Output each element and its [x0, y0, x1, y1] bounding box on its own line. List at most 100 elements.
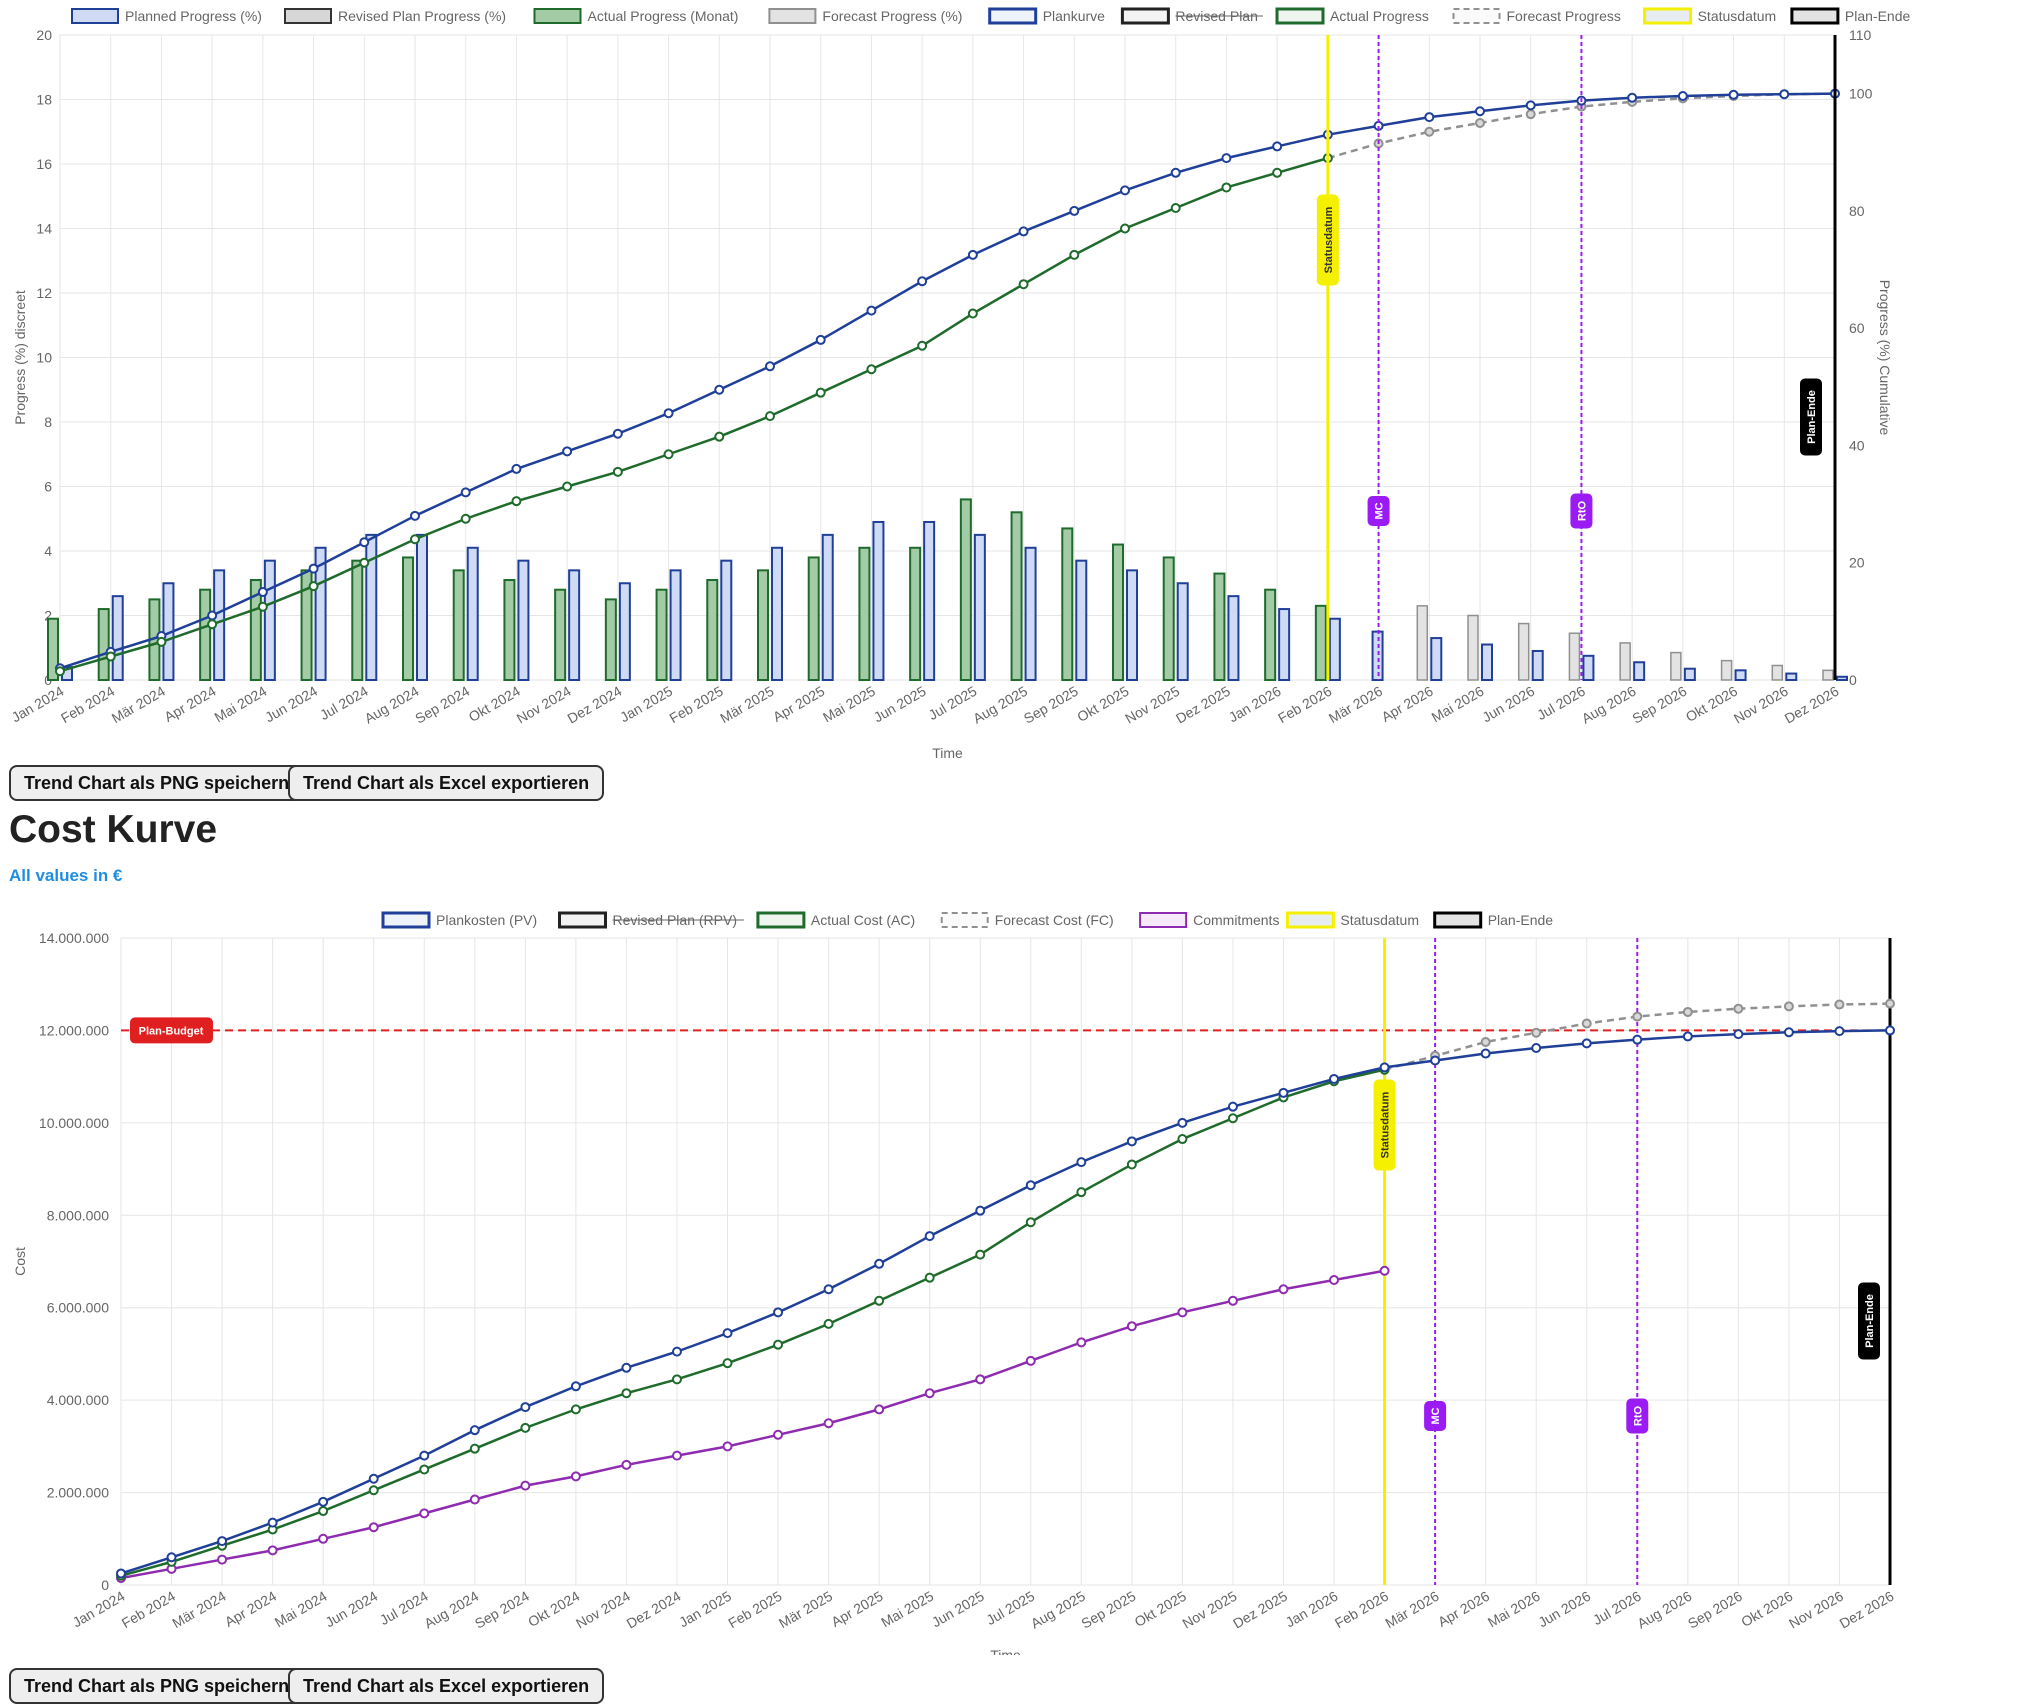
plankosten-point [1278, 1087, 1289, 1098]
x-tick: Nov 2026 [1731, 683, 1791, 727]
commitments-point [621, 1459, 632, 1470]
plankosten-point [924, 1231, 935, 1242]
commitments-point [722, 1441, 733, 1452]
bar-planned-progress [1481, 643, 1493, 682]
forecast-progress-point [1424, 126, 1435, 137]
plankurve-point [562, 446, 573, 457]
legend-item-commitments: Commitments [1139, 912, 1279, 928]
legend-label: Forecast Progress [1507, 8, 1621, 24]
plan-budget-label: Plan-Budget [130, 1017, 213, 1044]
plankurve-point [1170, 167, 1181, 178]
plankosten-point [1227, 1101, 1238, 1112]
bar-actual-progress [97, 608, 110, 681]
plankurve-point [1424, 112, 1435, 123]
plankurve-point [1221, 153, 1232, 164]
plankosten-point [1480, 1048, 1491, 1059]
commitments-point [1126, 1321, 1137, 1332]
plankurve-point [1069, 205, 1080, 216]
bar-planned-progress [416, 533, 428, 681]
y-tick-left: 12 [36, 285, 52, 301]
forecast-cost-point [1682, 1006, 1693, 1017]
x-tick: Okt 2025 [1074, 683, 1131, 725]
legend-label: Statusdatum [1698, 8, 1777, 24]
plankosten-point [419, 1450, 430, 1461]
x-tick: Feb 2025 [725, 1588, 784, 1632]
save-cost-png-button[interactable]: Trend Chart als PNG speichern [9, 1668, 305, 1704]
plankurve-point [765, 361, 775, 372]
plankurve-point [967, 249, 978, 260]
actual-progress-point [1272, 167, 1283, 178]
commitments-point [1379, 1265, 1390, 1276]
plankosten-point [267, 1517, 278, 1528]
x-tick: Mär 2025 [717, 683, 776, 727]
legend-item-revised-plan-rpv: Revised Plan (RPV) [558, 911, 744, 929]
x-tick: Feb 2024 [119, 1588, 178, 1632]
plan-ende-label-text: Plan-Ende [1806, 390, 1818, 444]
plankosten-point [1531, 1042, 1542, 1053]
y-tick: 6.000.000 [47, 1300, 109, 1316]
x-tick: Apr 2026 [1379, 683, 1436, 725]
bar-actual-progress [1061, 527, 1074, 681]
actual-cost-point [520, 1422, 531, 1433]
x-tick: Mai 2025 [820, 683, 878, 726]
x-tick: Jan 2024 [70, 1588, 128, 1631]
bar-planned-progress [720, 559, 733, 681]
statusdatum-label-box [1373, 1079, 1396, 1171]
legend-label: Actual Cost (AC) [811, 912, 915, 928]
x-axis-title: Time [990, 1647, 1021, 1655]
x-tick: Okt 2024 [525, 1588, 582, 1630]
x-tick: Nov 2024 [573, 1588, 633, 1632]
plan-budget-text: Plan-Budget [139, 1025, 204, 1037]
forecast-cost-point [1531, 1027, 1542, 1038]
x-tick: Aug 2026 [1579, 683, 1639, 727]
legend-swatch [1452, 8, 1501, 24]
export-progress-excel-button[interactable]: Trend Chart als Excel exportieren [288, 765, 605, 801]
actual-cost-line [120, 1068, 1385, 1577]
bar-planned-progress [618, 582, 631, 681]
milestone-mc-label-box [1367, 496, 1390, 526]
commitments-line [120, 1269, 1385, 1580]
bar-actual-progress [1314, 604, 1327, 682]
legend-label: Planned Progress (%) [125, 8, 262, 24]
x-tick: Sep 2025 [1078, 1588, 1138, 1632]
plankosten-point [318, 1496, 329, 1507]
actual-cost-point [1025, 1217, 1036, 1228]
x-tick: Mär 2024 [169, 1588, 228, 1632]
bar-forecast-progress [1771, 664, 1784, 681]
export-cost-excel-button[interactable]: Trend Chart als Excel exportieren [288, 1668, 605, 1704]
forecast-cost-point [1733, 1003, 1744, 1014]
legend-swatch [1433, 911, 1483, 929]
bar-planned-progress [669, 569, 682, 681]
x-tick: Mär 2025 [776, 1588, 835, 1632]
plankurve-point [308, 563, 319, 574]
forecast-progress-point [1525, 109, 1536, 120]
plankurve-point [1728, 89, 1739, 100]
x-tick: Aug 2026 [1634, 1588, 1694, 1632]
milestone-mc-label-text: MC [1430, 1407, 1442, 1424]
plan-ende-label: Plan-Ende [1800, 378, 1822, 456]
bar-planned-progress [771, 546, 783, 682]
plan-budget-box [130, 1017, 213, 1044]
legend-item-plan-ende: Plan-Ende [1790, 7, 1910, 25]
cost-section-title: Cost Kurve [9, 808, 218, 851]
x-tick: Okt 2026 [1683, 683, 1740, 725]
x-tick: Aug 2024 [362, 683, 422, 727]
plankosten-point [773, 1307, 784, 1318]
bar-forecast-progress [1467, 614, 1479, 681]
y-tick-left: 2 [44, 608, 52, 624]
legend-swatch [940, 912, 989, 928]
actual-cost-point [1076, 1187, 1087, 1198]
actual-cost-point [773, 1339, 784, 1350]
save-progress-png-button[interactable]: Trend Chart als PNG speichern [9, 765, 305, 801]
commitments-point [823, 1418, 834, 1429]
legend-label: Commitments [1193, 912, 1279, 928]
plankosten-point [975, 1205, 986, 1216]
bar-planned-progress [365, 533, 378, 681]
y-tick-right: 100 [1849, 86, 1873, 102]
plankurve-line [59, 92, 1836, 670]
commitments-point [419, 1508, 430, 1519]
cost-chart: Plankosten (PV) Revised Plan (RPV) Actual … [12, 911, 1897, 1655]
x-tick: Nov 2025 [1122, 683, 1182, 727]
actual-progress-point [410, 534, 420, 545]
commitments-point [924, 1388, 935, 1399]
